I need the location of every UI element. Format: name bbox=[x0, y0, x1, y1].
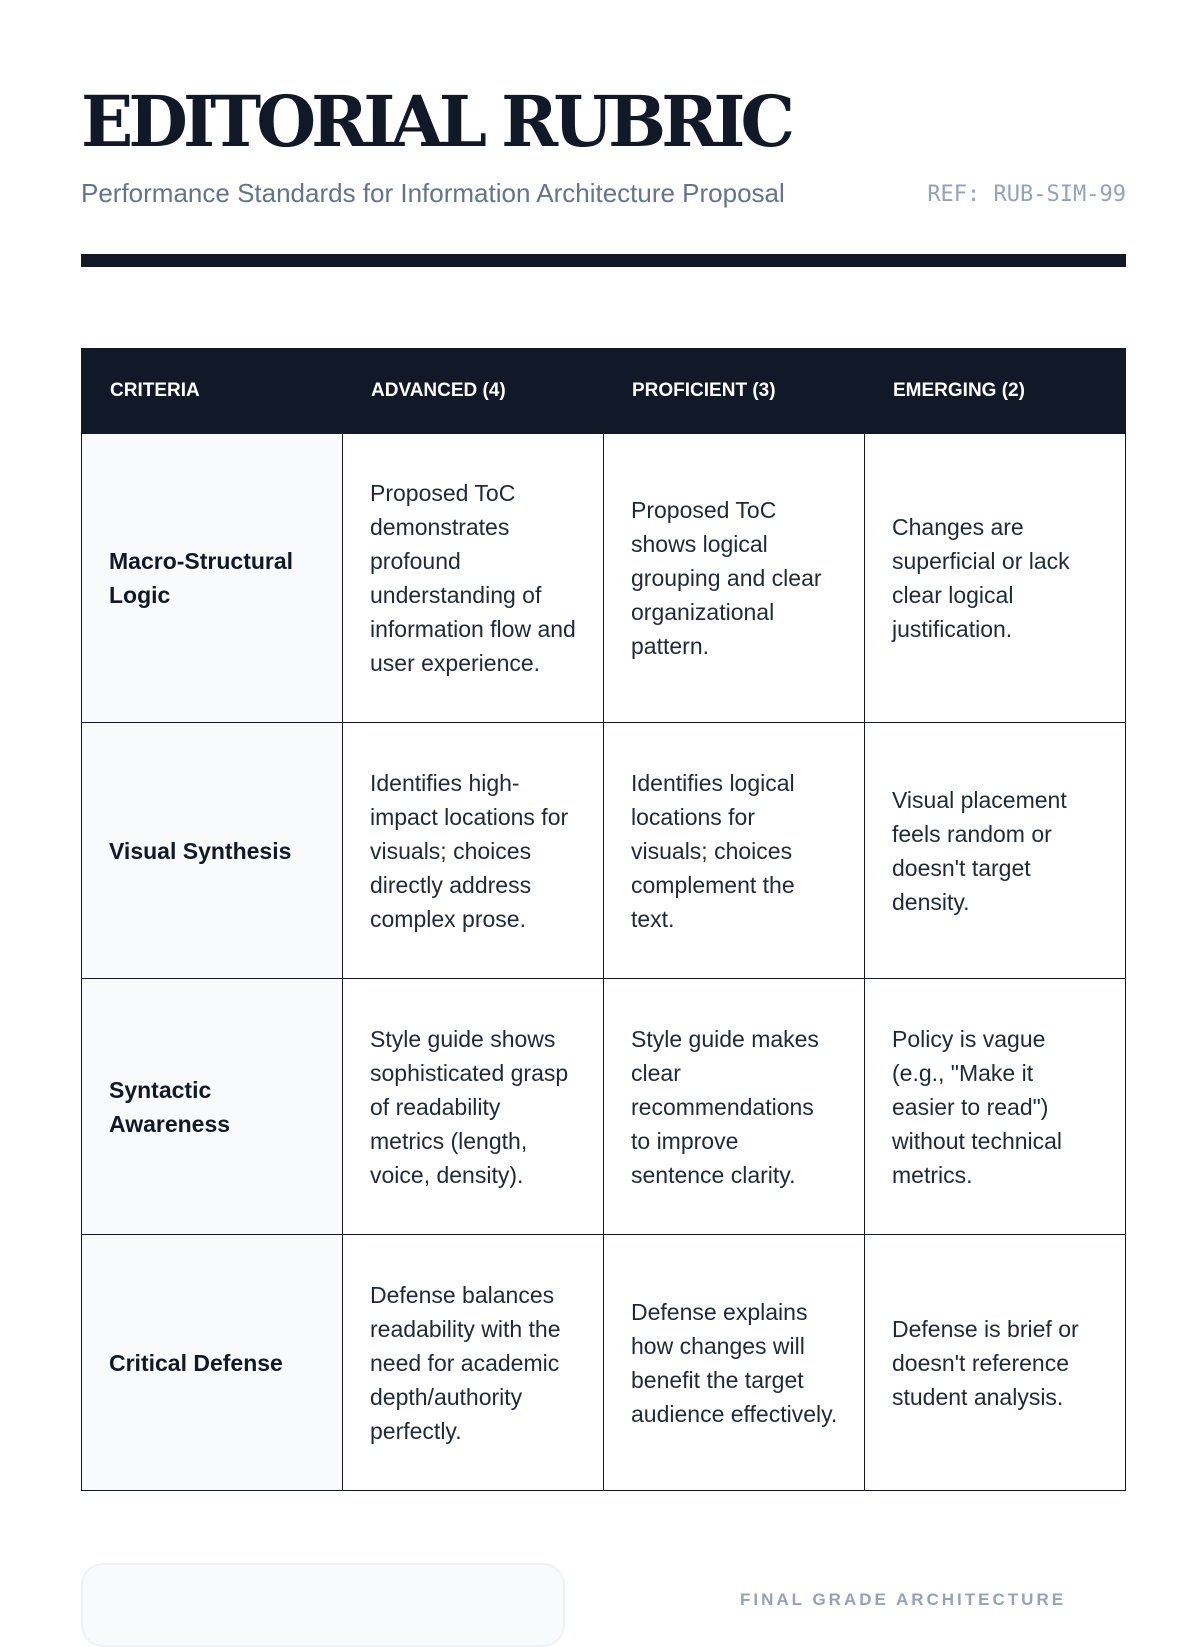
column-header-advanced: ADVANCED (4) bbox=[342, 348, 604, 434]
emerging-cell: Policy is vague (e.g., "Make it easier t… bbox=[864, 978, 1126, 1235]
table-header-row: CRITERIA ADVANCED (4) PROFICIENT (3) EME… bbox=[81, 348, 1126, 434]
criteria-cell: Syntactic Awareness bbox=[81, 978, 343, 1235]
criteria-cell: Macro-Structural Logic bbox=[81, 433, 343, 723]
page-subtitle: Performance Standards for Information Ar… bbox=[81, 178, 785, 208]
criteria-cell: Critical Defense bbox=[81, 1234, 343, 1491]
summary-card bbox=[81, 1563, 565, 1647]
header-divider bbox=[81, 254, 1126, 267]
column-header-emerging: EMERGING (2) bbox=[864, 348, 1126, 434]
page-title: EDITORIAL RUBRIC bbox=[81, 80, 795, 163]
proficient-cell: Defense explains how changes will benefi… bbox=[603, 1234, 865, 1491]
final-grade-label: FINAL GRADE ARCHITECTURE bbox=[740, 1590, 1067, 1609]
table-row: Critical Defense Defense balances readab… bbox=[81, 1234, 1126, 1491]
table-row: Visual Synthesis Identifies high-impact … bbox=[81, 722, 1126, 979]
advanced-cell: Identifies high-impact locations for vis… bbox=[342, 722, 604, 979]
proficient-cell: Identifies logical locations for visuals… bbox=[603, 722, 865, 979]
emerging-cell: Changes are superficial or lack clear lo… bbox=[864, 433, 1126, 723]
proficient-cell: Style guide makes clear recommendations … bbox=[603, 978, 865, 1235]
table-row: Syntactic Awareness Style guide shows so… bbox=[81, 978, 1126, 1235]
proficient-cell: Proposed ToC shows logical grouping and … bbox=[603, 433, 865, 723]
rubric-table: CRITERIA ADVANCED (4) PROFICIENT (3) EME… bbox=[81, 348, 1126, 1491]
advanced-cell: Defense balances readability with the ne… bbox=[342, 1234, 604, 1491]
advanced-cell: Proposed ToC demonstrates profound under… bbox=[342, 433, 604, 723]
column-header-criteria: CRITERIA bbox=[81, 348, 343, 434]
criteria-cell: Visual Synthesis bbox=[81, 722, 343, 979]
column-header-proficient: PROFICIENT (3) bbox=[603, 348, 865, 434]
advanced-cell: Style guide shows sophisticated grasp of… bbox=[342, 978, 604, 1235]
reference-code: REF: RUB-SIM-99 bbox=[927, 182, 1126, 207]
emerging-cell: Defense is brief or doesn't reference st… bbox=[864, 1234, 1126, 1491]
table-row: Macro-Structural Logic Proposed ToC demo… bbox=[81, 433, 1126, 723]
emerging-cell: Visual placement feels random or doesn't… bbox=[864, 722, 1126, 979]
